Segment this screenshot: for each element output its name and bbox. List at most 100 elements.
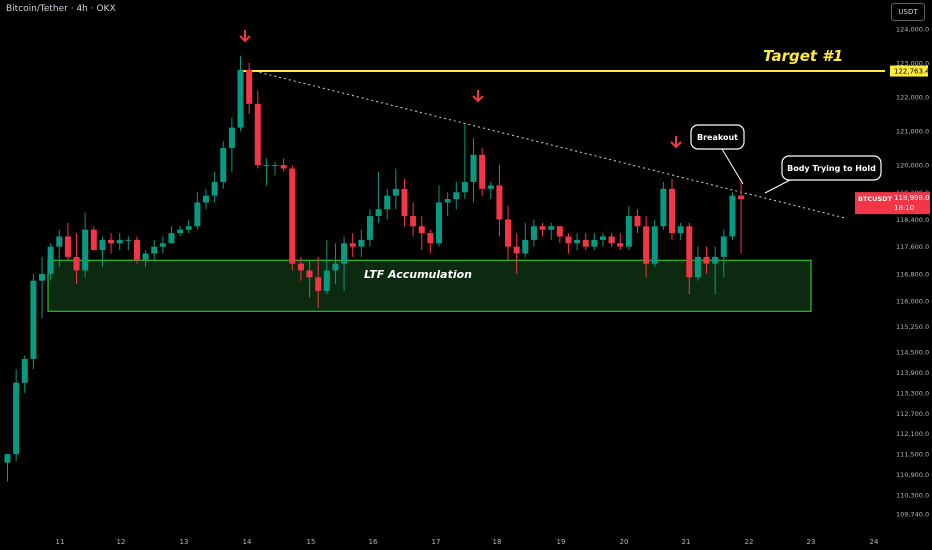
candle [643,216,650,278]
candle-body [142,253,149,261]
time-tick-label: 21 [682,538,691,546]
candle [185,219,192,234]
candle-body [548,226,555,230]
candle [272,161,279,176]
candle-body [427,233,434,244]
candle-body [315,277,322,291]
candle [375,171,382,223]
candle [591,233,598,251]
time-tick-label: 19 [557,538,566,546]
candle [280,158,287,172]
candle-body [479,154,486,189]
candle-body [375,209,382,217]
candle-body [185,226,192,230]
candle [297,256,304,281]
candle [574,233,581,251]
candle [220,141,227,189]
candle [617,233,624,251]
price-tick-label: 111,500.0 [896,451,929,459]
candle-body [108,239,115,244]
candle-body [13,382,20,455]
candle-body [159,243,166,247]
candle-body [133,239,140,261]
candle [142,250,149,268]
candle [384,188,391,220]
candle [177,226,184,237]
candle [332,243,339,285]
candle-body [539,226,546,230]
candle [116,233,123,251]
trendline-layer [249,69,846,219]
candle [82,212,89,278]
currency-button[interactable]: USDT [891,3,925,21]
candle-body [116,239,123,244]
candle [21,355,28,393]
candle [64,222,71,261]
candle [246,63,253,115]
candle [410,202,417,237]
candle [366,209,373,247]
time-axis[interactable]: 11 12 13 14 15 16 17 18 19 20 21 22 23 24 [56,538,879,546]
candle [712,246,719,295]
candle-body [617,243,624,247]
candle-body [522,239,529,254]
candle-body [323,270,330,291]
candle-body [720,236,727,257]
candle-countdown-label: 18:10 [894,204,914,212]
candle [39,256,46,319]
candle [56,229,63,268]
candle [306,260,313,298]
candle [686,222,693,295]
price-tick-label: 115,250.0 [896,323,929,331]
candle-body [263,165,270,167]
candle-body [461,182,468,193]
time-tick-label: 13 [180,538,189,546]
candle-body [677,226,684,234]
price-tick-label: 109,740.0 [896,511,929,519]
candle [108,233,115,254]
time-tick-label: 15 [307,538,316,546]
candle [522,222,529,257]
candle [608,233,615,247]
hold-callout-pointer [764,179,791,194]
candle-body [341,243,348,264]
candle-body [444,199,451,203]
candle [30,273,37,370]
candle-body [384,195,391,210]
price-tick-label: 110,900.0 [896,471,929,479]
candle [496,165,503,237]
candle-body [125,239,132,241]
candle-body [254,103,261,166]
candle [487,182,494,200]
candle [505,205,512,261]
candle [349,233,356,257]
candle [436,185,442,247]
candle [461,124,468,200]
candle [168,226,175,244]
candle-body [453,192,460,200]
price-tick-label: 112,100.0 [896,430,929,438]
down-arrow-icon [670,136,682,149]
candle [582,233,589,251]
candle [237,56,244,132]
breakout-callout-text: Breakout [697,133,738,142]
descending-trendline [249,69,846,219]
price-tick-label: 113,300.0 [896,389,929,397]
candle-body [634,216,641,227]
candle [254,90,261,169]
candle-body [64,236,71,257]
candle [392,168,399,210]
candle-body [410,216,417,227]
candle-body [4,454,11,463]
candle [548,222,555,240]
candle-body [608,236,615,244]
candle [444,192,451,217]
candle-body [401,188,408,217]
candle-body [591,239,598,247]
price-tick-label: 118,400.0 [896,216,929,224]
candle-body [686,226,693,278]
candle [703,246,710,274]
candle [13,369,20,461]
candle [729,192,736,240]
